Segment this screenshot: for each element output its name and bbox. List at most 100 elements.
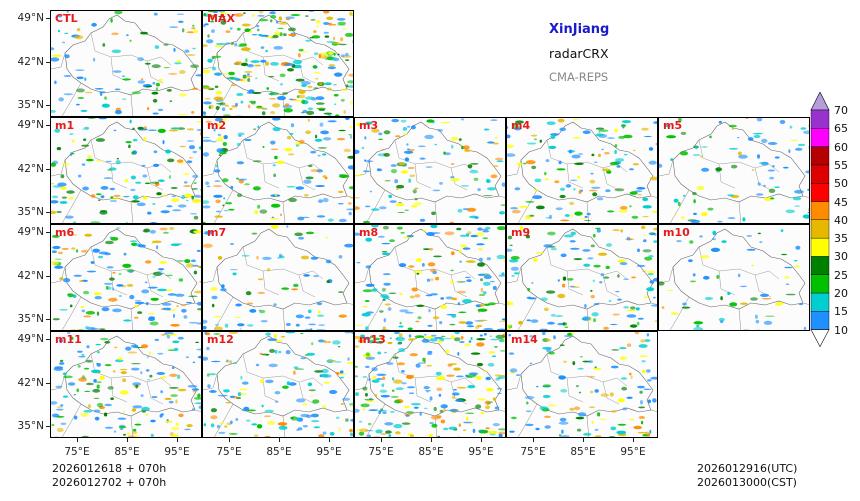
radar-echo (426, 232, 435, 236)
lon-tick-label: 85°E (266, 446, 292, 458)
radar-echo (408, 338, 415, 341)
radar-echo (220, 288, 227, 292)
radar-echo (650, 376, 657, 380)
radar-echo (497, 328, 505, 330)
radar-echo (751, 264, 755, 267)
radar-echo (478, 257, 483, 262)
radar-echo (381, 242, 391, 245)
radar-echo (230, 243, 234, 245)
radar-echo (51, 57, 60, 62)
radar-echo (322, 175, 327, 178)
radar-echo (715, 167, 723, 172)
radar-echo (645, 431, 649, 435)
radar-echo (312, 399, 320, 404)
radar-echo (382, 326, 386, 330)
radar-echo (257, 14, 265, 17)
radar-echo (582, 249, 591, 252)
radar-echo (132, 431, 138, 435)
radar-echo (479, 303, 486, 307)
radar-echo (181, 194, 185, 200)
radar-echo (526, 142, 537, 145)
radar-echo (172, 434, 179, 437)
lat-tick-label: 35°N (17, 206, 44, 218)
radar-echo (273, 333, 277, 339)
radar-echo (422, 263, 425, 267)
radar-echo (378, 138, 383, 140)
radar-echo (66, 190, 75, 194)
radar-echo (177, 374, 181, 379)
radar-echo (206, 346, 210, 351)
radar-echo (757, 182, 761, 186)
radar-echo (795, 147, 803, 151)
radar-echo (396, 226, 403, 230)
radar-echo (646, 333, 650, 337)
radar-echo (746, 235, 753, 237)
radar-echo (270, 203, 281, 208)
radar-echo (207, 384, 211, 388)
radar-echo (230, 43, 234, 46)
radar-echo (399, 293, 403, 296)
admin-boundary (203, 52, 353, 116)
radar-echo (510, 256, 520, 260)
radar-echo (264, 409, 274, 413)
radar-echo (794, 264, 800, 268)
radar-echo (76, 388, 79, 393)
radar-echo (320, 368, 329, 374)
panel-label: MAX (207, 12, 235, 25)
colorbar-segment (810, 146, 830, 166)
radar-echo (548, 145, 557, 149)
radar-echo (184, 428, 191, 431)
radar-echo (565, 184, 572, 188)
radar-echo (641, 127, 649, 131)
radar-echo (555, 315, 564, 317)
radar-echo (145, 369, 150, 372)
radar-echo (692, 192, 697, 196)
radar-echo (56, 427, 64, 433)
radar-echo (118, 356, 123, 361)
radar-echo (333, 361, 342, 363)
radar-echo (556, 168, 566, 171)
map-canvas (507, 332, 657, 437)
radar-echo (286, 185, 296, 188)
radar-echo (649, 429, 652, 434)
radar-echo (260, 46, 265, 49)
radar-echo (94, 416, 100, 421)
radar-echo (586, 212, 591, 216)
radar-echo (197, 393, 201, 398)
colorbar-level-label: 10 (834, 323, 848, 337)
radar-echo (365, 237, 373, 242)
radar-echo (204, 98, 211, 100)
radar-echo (621, 124, 626, 127)
radar-echo (717, 220, 723, 223)
radar-echo (211, 390, 215, 392)
radar-echo (440, 121, 451, 124)
radar-echo (110, 237, 119, 241)
radar-echo (664, 124, 671, 128)
radar-echo (296, 398, 306, 403)
radar-echo (164, 420, 173, 423)
radar-echo (270, 140, 276, 145)
radar-echo (459, 234, 467, 237)
radar-echo (629, 191, 638, 195)
radar-echo (274, 155, 278, 160)
radar-echo (333, 93, 339, 97)
radar-echo (407, 125, 411, 128)
radar-echo (337, 202, 344, 205)
radar-echo (311, 342, 314, 346)
radar-echo (318, 199, 323, 204)
radar-echo (191, 388, 200, 391)
radar-echo (431, 334, 437, 337)
radar-echo (358, 420, 363, 423)
map-panel-m8: m8 (354, 224, 506, 331)
radar-echo (445, 296, 453, 300)
radar-echo (501, 182, 505, 187)
admin-boundary (546, 353, 628, 405)
radar-echo (266, 268, 271, 272)
radar-echo (57, 182, 67, 187)
radar-echo (542, 332, 546, 336)
radar-echo (272, 127, 281, 132)
radar-echo (617, 298, 622, 301)
radar-echo (349, 404, 353, 407)
radar-echo (700, 146, 708, 148)
radar-echo (383, 130, 391, 135)
